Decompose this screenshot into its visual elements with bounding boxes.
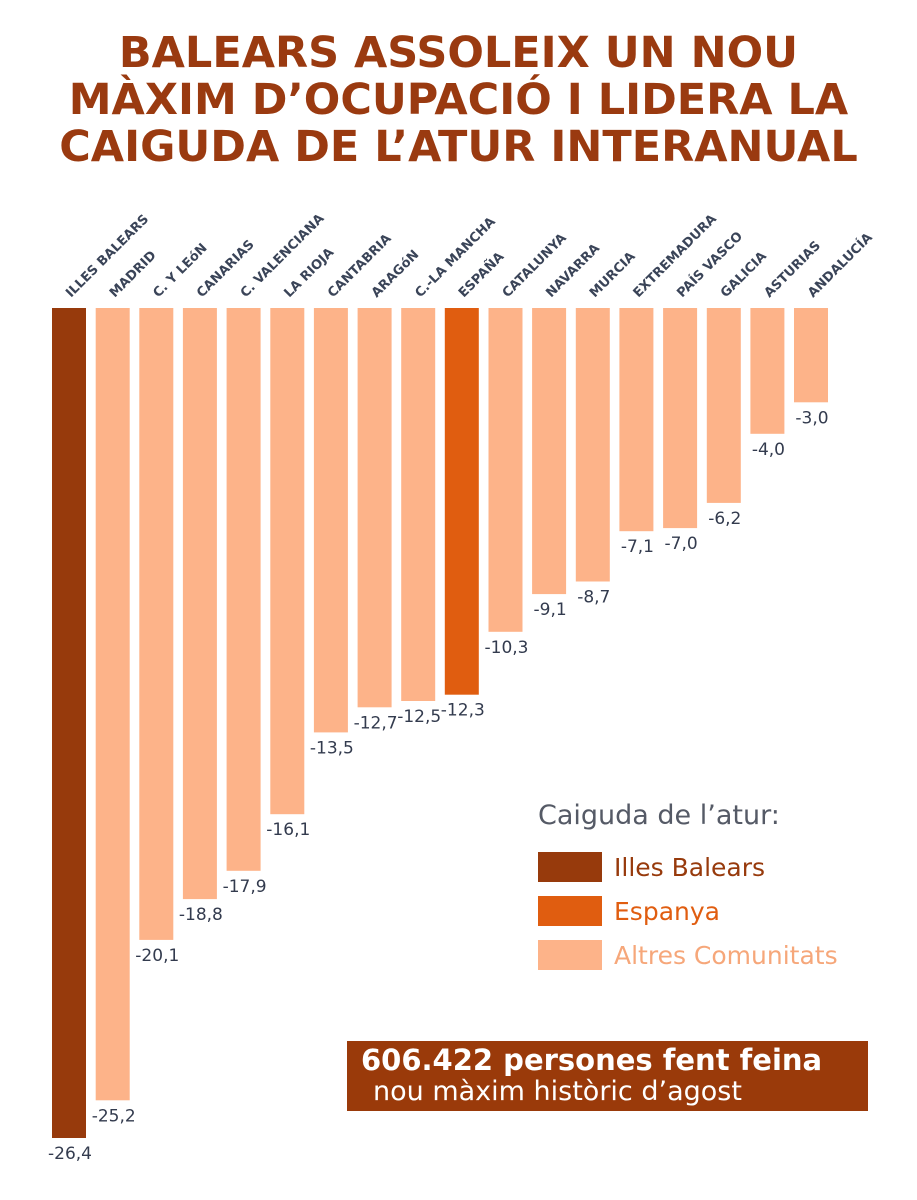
banner-headline: 606.422 persones fent feina	[361, 1043, 823, 1077]
value-label-16: -4,0	[752, 440, 785, 460]
legend-label-altres: Altres Comunitats	[614, 940, 838, 970]
legend-swatch-balears	[538, 852, 602, 882]
bar-5	[270, 308, 305, 815]
legend-item-espanya: Espanya	[538, 889, 838, 933]
title-line-2: MÀXIM D’OCUPACIÓ I LIDERA LA	[68, 75, 849, 125]
bar-16	[750, 308, 785, 434]
bar-3	[182, 308, 217, 900]
chart-title: BALEARS ASSOLEIX UN NOU MÀXIM D’OCUPACIÓ…	[0, 30, 917, 171]
category-label-17: ANDALUCÍA	[805, 230, 876, 301]
title-line-1: BALEARS ASSOLEIX UN NOU	[118, 28, 799, 78]
legend-title: Caiguda de l’atur:	[538, 800, 780, 831]
value-label-5: -16,1	[266, 820, 310, 840]
value-label-2: -20,1	[135, 946, 179, 966]
category-label-0: ILLES BALEARS	[63, 212, 152, 301]
bar-1	[95, 308, 130, 1101]
bar-11	[532, 308, 567, 595]
category-label-8: C.-LA MANCHA	[412, 214, 498, 300]
employment-banner: 606.422 persones fent feina nou màxim hi…	[347, 1041, 868, 1111]
bar-15	[706, 308, 741, 503]
bar-6	[313, 308, 348, 733]
legend-item-altres: Altres Comunitats	[538, 933, 838, 977]
legend-swatch-altres	[538, 940, 602, 970]
bar-10	[488, 308, 523, 632]
value-label-4: -17,9	[223, 877, 267, 897]
value-label-10: -10,3	[485, 638, 529, 658]
value-label-8: -12,5	[397, 707, 441, 727]
value-label-13: -7,1	[621, 537, 654, 557]
bar-0	[52, 308, 86, 1138]
value-label-11: -9,1	[534, 600, 567, 620]
bar-17	[794, 308, 828, 403]
legend-swatch-espanya	[538, 896, 602, 926]
value-label-0: -26,4	[48, 1144, 92, 1164]
legend: Caiguda de l’atur: Illes Balears Espanya…	[538, 800, 838, 977]
category-label-4: C. VALENCIANA	[238, 211, 328, 301]
bar-13	[619, 308, 654, 532]
value-label-7: -12,7	[354, 713, 398, 733]
value-label-15: -6,2	[708, 509, 741, 529]
bar-4	[226, 308, 261, 871]
value-label-12: -8,7	[577, 588, 610, 608]
title-line-3: CAIGUDA DE L’ATUR INTERANUAL	[59, 122, 858, 172]
category-label-13: EXTREMADURA	[631, 212, 720, 301]
banner-subline: nou màxim històric d’agost	[373, 1076, 742, 1107]
value-label-3: -18,8	[179, 905, 223, 925]
value-label-9: -12,3	[441, 701, 485, 721]
bar-12	[575, 308, 610, 582]
legend-label-balears: Illes Balears	[614, 852, 766, 882]
bar-2	[139, 308, 174, 940]
value-label-1: -25,2	[92, 1106, 136, 1126]
legend-item-balears: Illes Balears	[538, 845, 838, 889]
bar-14	[663, 308, 698, 529]
legend-label-espanya: Espanya	[614, 896, 720, 926]
value-label-17: -3,0	[795, 408, 828, 428]
bar-7	[357, 308, 392, 708]
value-label-6: -13,5	[310, 738, 354, 758]
bar-9	[444, 308, 479, 695]
value-label-14: -7,0	[665, 534, 698, 554]
bar-8	[401, 308, 436, 701]
